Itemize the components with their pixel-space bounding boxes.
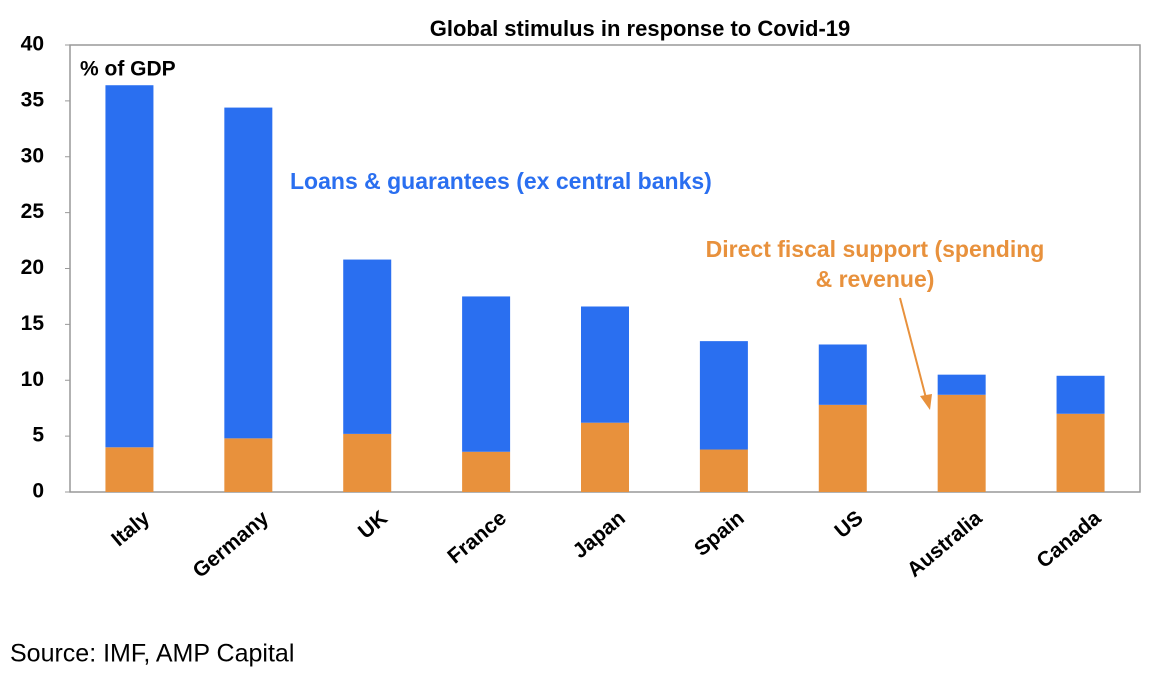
annotation-arrow [899,297,927,399]
legend-entry: Loans & guarantees (ex central banks) [290,168,712,194]
y-tick-label: 40 [21,33,44,56]
x-tick-label: US [830,506,867,542]
bar-segment [699,341,748,450]
bar-segment [581,422,629,492]
y-tick-label: 0 [32,480,44,503]
y-axis-label: % of GDP [80,58,176,81]
bar-segment [105,85,154,448]
bar-segment [462,451,511,492]
bar-segment [937,374,986,395]
y-tick-label: 30 [21,144,44,167]
x-tick-label: Germany [189,506,274,582]
x-tick-label: UK [354,506,392,543]
y-tick-label: 10 [21,368,44,391]
bar-segment [818,404,867,492]
arrow-head [920,394,932,410]
bar-segment [224,438,273,492]
y-tick-label: 5 [32,424,44,447]
x-tick-label: Spain [690,506,749,560]
bar-segment [343,433,392,492]
y-tick-label: 20 [21,256,44,279]
bar-segment [1056,413,1105,492]
source: Source: IMF, AMP Capital [10,640,294,668]
bar-segment [224,107,273,439]
y-tick-label: 25 [21,200,45,223]
chart-title: Global stimulus in response to Covid-19 [430,16,851,41]
bar-segment [581,306,629,423]
bar-segment [462,296,511,452]
x-tick-label: Canada [1032,506,1105,573]
bar-segment [818,344,867,405]
y-tick-label: 15 [21,312,45,335]
legend-entry: Direct fiscal support (spending & revenu… [705,236,1045,292]
x-tick-label: Japan [568,506,629,563]
x-tick-label: Australia [903,506,987,582]
bar-segment [937,394,986,492]
y-tick-label: 35 [21,88,45,111]
bar-segment [105,447,154,492]
bar-segment [1056,375,1105,414]
bar-segment [699,449,748,492]
x-tick-label: Italy [107,506,154,551]
x-tick-label: France [443,506,511,568]
bar-segment [343,259,392,434]
